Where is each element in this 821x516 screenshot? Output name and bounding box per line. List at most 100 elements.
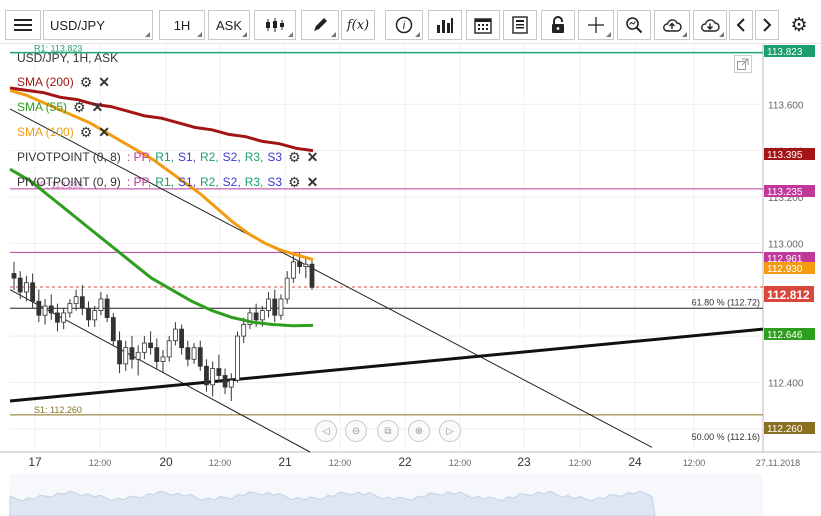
close-icon[interactable]: ✕ xyxy=(91,98,104,115)
zoom-out-icon: ⊖ xyxy=(351,425,361,437)
legend-pivot-2: PIVOTPOINT (0, 9) : PP, R1, S1, R2, S2, … xyxy=(17,174,318,190)
price-badge-bg xyxy=(764,45,815,57)
crosshair-button[interactable] xyxy=(578,10,614,40)
time-tick-label: 17 xyxy=(28,455,42,469)
timeframe-select[interactable]: 1H xyxy=(159,10,205,40)
price-badge-label: 113.823 xyxy=(767,47,803,58)
gear-icon[interactable]: ⚙ xyxy=(79,123,93,140)
price-badge-bg xyxy=(764,286,814,302)
s1-tag: S1, xyxy=(177,175,196,189)
nav-zoom-out-button[interactable]: ⊖ xyxy=(345,420,367,442)
close-icon[interactable]: ✕ xyxy=(98,123,110,140)
price-badge: 112.930 xyxy=(764,262,815,275)
price-badge: 112.812 xyxy=(764,286,814,302)
price-badge-bg xyxy=(764,328,815,340)
price-badge-label: 112.930 xyxy=(767,264,803,275)
report-button[interactable] xyxy=(503,10,537,40)
draw-tool-button[interactable] xyxy=(301,10,339,40)
gear-icon[interactable]: ⚙ xyxy=(288,173,301,190)
settings-button[interactable]: ⚙ xyxy=(784,10,814,40)
close-icon[interactable]: ✕ xyxy=(306,173,319,190)
symbol-select[interactable]: USD/JPY xyxy=(43,10,153,40)
candle-body xyxy=(129,347,135,360)
time-tick-label: 20 xyxy=(159,455,173,469)
legend-pivot-1: PIVOTPOINT (0, 8) : PP, R1, S1, R2, S2, … xyxy=(17,149,318,165)
price-badge-label: 112.260 xyxy=(767,424,803,435)
info-button[interactable]: i xyxy=(385,10,423,40)
legend-sma200: SMA (200) ⚙ ✕ xyxy=(17,74,110,90)
candle-body xyxy=(297,261,302,267)
gear-icon[interactable]: ⚙ xyxy=(73,98,86,115)
reset-view-icon: ⧉ xyxy=(384,425,392,437)
candle-body xyxy=(135,351,141,360)
calendar-button[interactable] xyxy=(466,10,500,40)
document-icon xyxy=(512,16,528,34)
download-button[interactable] xyxy=(693,10,727,40)
nav-reset-button[interactable]: ⧉ xyxy=(377,420,399,442)
menu-button[interactable] xyxy=(5,10,41,40)
price-tick-label: 113.200 xyxy=(768,193,804,204)
calendar-icon xyxy=(474,18,492,34)
close-icon[interactable]: ✕ xyxy=(306,148,319,165)
s2-tag: S2, xyxy=(222,175,241,189)
scroll-left-button[interactable] xyxy=(729,10,753,40)
time-tick-label: 12:00 xyxy=(569,458,592,468)
candle-body xyxy=(123,347,129,365)
sma55-label: SMA (55) xyxy=(17,100,68,114)
r1-tag: R1, xyxy=(155,150,174,164)
nav-scroll-right-button[interactable]: ▷ xyxy=(439,420,461,442)
candle-body xyxy=(185,347,191,360)
dropdown-corner-icon xyxy=(331,32,336,37)
chart-area[interactable]: 113.600113.400113.200113.000112.800112.6… xyxy=(0,44,821,516)
fib-618-label: 61.80 % (112.72) xyxy=(692,297,760,307)
pp-line-label: PP: 113.235 xyxy=(34,180,83,190)
sma55-line xyxy=(9,167,314,328)
dropdown-corner-icon xyxy=(288,32,293,37)
gear-icon[interactable]: ⚙ xyxy=(288,148,301,165)
scroll-right-button[interactable] xyxy=(755,10,779,40)
candle-body xyxy=(117,340,122,365)
price-badge-bg xyxy=(764,422,815,434)
nav-zoom-in-button[interactable]: ⊕ xyxy=(408,420,430,442)
candle-body xyxy=(110,317,116,342)
candle-body xyxy=(210,368,216,386)
candle-body xyxy=(36,300,42,316)
candle-body xyxy=(266,298,271,311)
candle-body xyxy=(278,298,284,316)
lock-button[interactable] xyxy=(541,10,575,40)
candle-body xyxy=(48,305,54,314)
upload-button[interactable] xyxy=(654,10,690,40)
candle-body xyxy=(73,296,79,305)
price-type-select[interactable]: ASK xyxy=(208,10,250,40)
zoom-button[interactable] xyxy=(617,10,651,40)
indicators-button[interactable]: f(x) xyxy=(341,10,375,40)
time-tick-label: 24 xyxy=(628,455,642,469)
price-chart[interactable]: 113.600113.400113.200113.000112.800112.6… xyxy=(0,44,821,516)
s3-tag: S3 xyxy=(267,175,283,189)
price-badge-label: 113.235 xyxy=(767,187,803,198)
candle-body xyxy=(197,347,203,367)
time-tick-label: 21 xyxy=(278,455,292,469)
time-tick-label: 12:00 xyxy=(209,458,232,468)
pivot1-name: PIVOTPOINT (0, 8) xyxy=(17,150,121,164)
legend-sma100: SMA (100) ⚙ ✕ xyxy=(17,124,110,140)
gear-icon[interactable]: ⚙ xyxy=(79,73,93,90)
price-badge-bg xyxy=(764,185,815,197)
crosshair-icon xyxy=(588,17,604,33)
volume-button[interactable] xyxy=(428,10,462,40)
r2-tag: R2, xyxy=(199,150,219,164)
info-icon: i xyxy=(395,16,413,34)
price-badge: 112.646 xyxy=(764,328,815,341)
chart-type-button[interactable] xyxy=(254,10,296,40)
price-badge: 112.260 xyxy=(764,422,815,435)
popout-button[interactable] xyxy=(734,55,752,73)
triangle-right-icon: ▷ xyxy=(446,425,454,437)
close-icon[interactable]: ✕ xyxy=(98,73,110,90)
hamburger-icon xyxy=(14,19,32,31)
sma200-label: SMA (200) xyxy=(17,75,74,89)
nav-scroll-left-button[interactable]: ◁ xyxy=(315,420,337,442)
candle-body xyxy=(11,273,17,279)
candle-body xyxy=(55,312,60,323)
time-tick-label: 23 xyxy=(517,455,531,469)
candle-body xyxy=(160,356,166,362)
